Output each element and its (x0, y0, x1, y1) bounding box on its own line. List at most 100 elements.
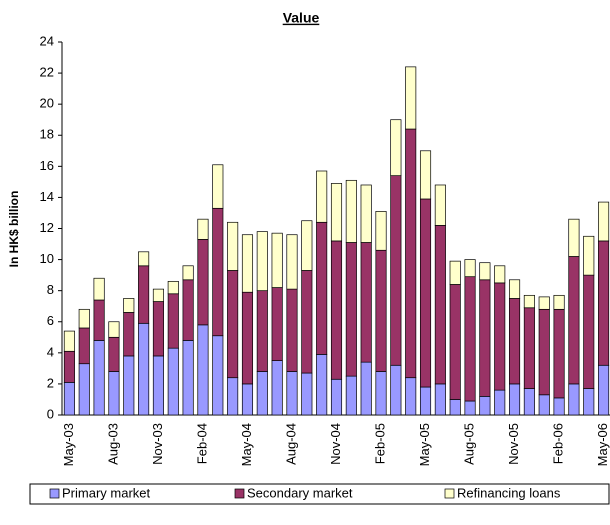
chart-title: Value (283, 10, 320, 26)
bar-segment (271, 360, 283, 416)
bar-segment (405, 66, 417, 130)
bar-segment (330, 183, 343, 242)
bar-segment (434, 383, 446, 416)
bar-segment (197, 218, 209, 240)
bar-segment (256, 290, 268, 372)
bar-segment (494, 265, 506, 284)
bar-segment (509, 279, 521, 299)
bar-segment (538, 296, 550, 310)
bar-segment (345, 242, 357, 377)
bar-segment (375, 249, 387, 372)
bar-segment (405, 377, 417, 416)
legend-swatch (49, 488, 60, 499)
legend (29, 483, 610, 505)
bar-segment (63, 330, 75, 352)
bar-segment (568, 256, 580, 385)
bar-segment (78, 327, 90, 365)
bar-segment (375, 211, 387, 251)
x-tick-label: Aug-05 (461, 423, 476, 465)
bar-segment (212, 207, 224, 337)
bar-segment (152, 288, 164, 302)
bar-segment (123, 298, 135, 313)
bar-segment (286, 234, 298, 290)
legend-label: Refinancing loans (457, 485, 561, 500)
bar-segment (360, 184, 372, 243)
x-tick-label: May-04 (239, 423, 254, 466)
bar-segment (405, 128, 417, 379)
bar-segment (553, 397, 565, 416)
bar-segment (464, 259, 476, 278)
bar-segment (434, 225, 446, 385)
bar-segment (123, 312, 135, 357)
bar-segment (93, 277, 105, 301)
bar-segment (598, 201, 610, 242)
bar-segment (419, 198, 432, 388)
x-tick-label: Nov-03 (150, 423, 165, 465)
y-tick-label: 4 (47, 344, 54, 359)
bar-segment (197, 324, 209, 416)
bar-segment (212, 164, 224, 209)
bar-segment (330, 240, 343, 380)
bar-segment (523, 294, 535, 309)
bar-segment (464, 400, 476, 416)
bar-segment (123, 355, 135, 416)
bar-segment (227, 221, 239, 271)
bar-segment (271, 232, 283, 288)
bar-segment (316, 354, 328, 416)
bar-segment (479, 279, 491, 397)
bar-segment (568, 218, 580, 257)
bar-segment (167, 280, 179, 295)
bar-segment (419, 150, 432, 200)
bar-segment (138, 251, 150, 267)
y-tick-label: 24 (40, 33, 54, 48)
x-tick-label: Feb-04 (194, 423, 209, 464)
bar-segment (182, 279, 194, 341)
y-tick-label: 12 (40, 220, 54, 235)
bar-segment (108, 321, 120, 338)
bar-segment (479, 396, 491, 416)
bar-segment (301, 270, 313, 374)
bar-segment (360, 242, 372, 363)
bar-segment (553, 294, 565, 310)
bar-segment (108, 336, 120, 372)
bar-segment (434, 184, 446, 226)
y-tick-label: 10 (40, 251, 54, 266)
bar-segment (63, 382, 75, 416)
y-tick-label: 18 (40, 127, 54, 142)
bar-segment (345, 179, 357, 243)
bar-segment (316, 170, 328, 223)
bar-segment (256, 231, 268, 292)
bar-segment (419, 386, 432, 416)
bar-segment (108, 371, 120, 416)
bar-segment (479, 262, 491, 281)
bar-segment (93, 299, 105, 341)
bar-segment (449, 260, 461, 285)
bar-segment (583, 274, 595, 389)
y-tick-label: 14 (40, 189, 54, 204)
bar-segment (509, 298, 521, 385)
bar-segment (256, 371, 268, 416)
bar-segment (494, 282, 506, 391)
bar-segment (286, 288, 298, 372)
bar-segment (138, 322, 150, 416)
bar-segment (345, 375, 357, 416)
bar-segment (63, 350, 75, 383)
bar-segment (227, 270, 239, 379)
bar-segment (449, 284, 461, 400)
bar-segment (523, 388, 535, 416)
y-axis-label: In HK$ billion (7, 191, 21, 268)
legend-label: Secondary market (247, 485, 353, 500)
bar-segment (390, 119, 402, 177)
bar-segment (301, 372, 313, 416)
y-tick-label: 16 (40, 158, 54, 173)
bar-segment (598, 240, 610, 366)
x-tick-label: Nov-05 (506, 423, 521, 465)
bar-segment (375, 371, 387, 416)
bar-segment (93, 340, 105, 416)
y-tick-label: 22 (40, 65, 54, 80)
bar-segment (286, 371, 298, 416)
x-tick-label: May-06 (595, 423, 610, 466)
bar-segment (78, 308, 90, 329)
bar-segment (271, 287, 283, 361)
